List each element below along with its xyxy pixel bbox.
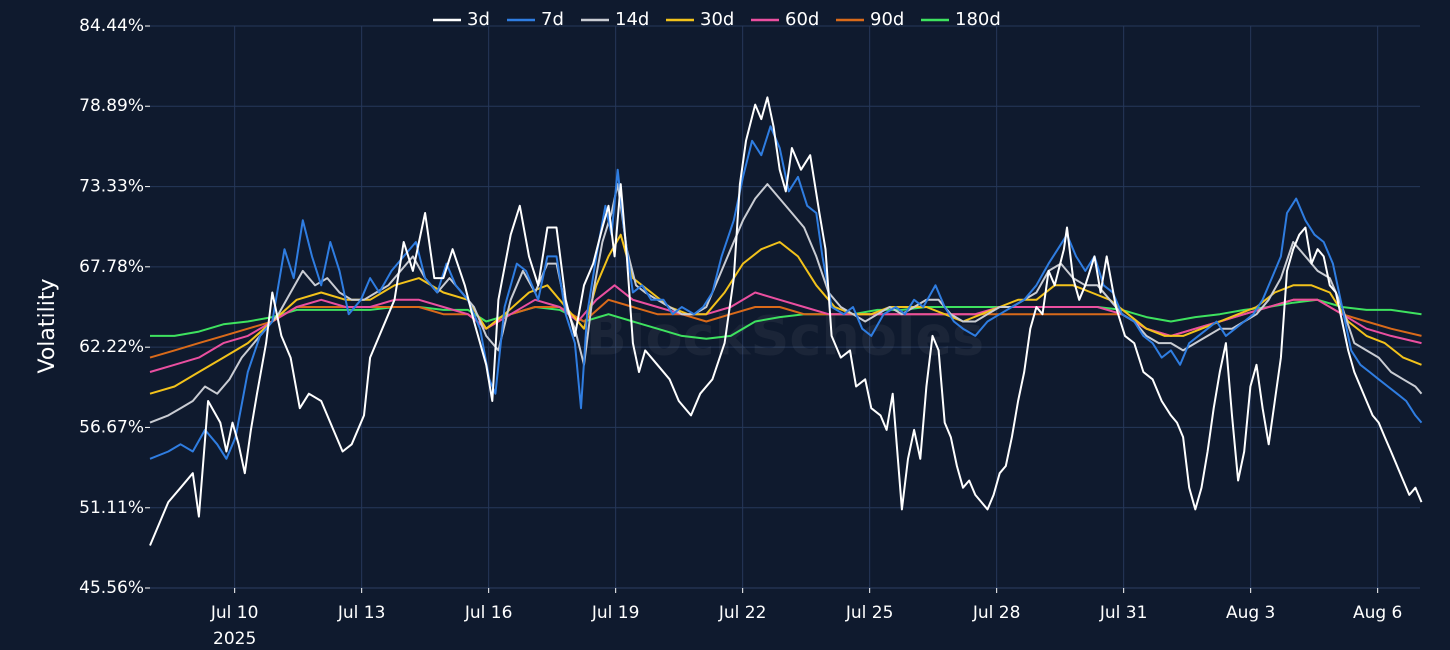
series-line-14d [149, 183, 1423, 424]
series-lines [149, 96, 1423, 546]
x-tick-label: Jul 16 [464, 603, 513, 623]
legend-label: 3d [467, 9, 490, 30]
y-axis-ticks: 45.56% 51.11% 56.67% 62.22% 67.78% 73.33% 78.8… [79, 16, 150, 598]
legend: 3d 7d 14d 30d 60d 90d 180d [433, 9, 1001, 30]
legend-label: 14d [615, 9, 649, 30]
legend-label: 30d [700, 9, 734, 30]
x-tick-label: Jul 28 [972, 603, 1021, 623]
series-line-30d [149, 233, 1422, 395]
x-tick-label: Jul 31 [1099, 603, 1148, 623]
x-axis-ticks: Jul 10 2025 Jul 13 Jul 16 Jul 19 Jul 22 Jul 25… [210, 588, 1402, 649]
x-tick-label: Aug 3 [1226, 603, 1275, 623]
legend-item-30d: 30d [666, 9, 734, 30]
y-tick-label: 78.89% [79, 96, 144, 116]
y-tick-label: 51.11% [79, 498, 144, 518]
legend-label: 90d [870, 9, 904, 30]
y-tick-label: 62.22% [79, 337, 144, 357]
y-axis-label: Volatility [35, 278, 60, 373]
series-line-7d [149, 125, 1423, 460]
legend-item-180d: 180d [921, 9, 1001, 30]
series-line-180d [150, 298, 1422, 340]
legend-item-14d: 14d [581, 9, 649, 30]
y-tick-label: 67.78% [79, 257, 144, 277]
x-tick-sublabel: 2025 [213, 629, 256, 649]
legend-label: 7d [541, 9, 564, 30]
series-line-3d [149, 96, 1423, 546]
legend-label: 60d [785, 9, 819, 30]
x-tick-label: Jul 19 [591, 603, 640, 623]
y-tick-label: 73.33% [79, 177, 144, 197]
x-tick-label: Jul 22 [718, 603, 767, 623]
x-tick-label: Jul 13 [337, 603, 386, 623]
series-line-60d [149, 284, 1422, 373]
x-tick-label: Aug 6 [1353, 603, 1402, 623]
y-tick-label: 45.56% [79, 578, 144, 598]
legend-item-3d: 3d [433, 9, 490, 30]
legend-item-7d: 7d [507, 9, 564, 30]
legend-item-60d: 60d [751, 9, 819, 30]
x-tick-label: Jul 25 [845, 603, 894, 623]
y-tick-label: 56.67% [79, 417, 144, 437]
y-tick-label: 84.44% [79, 16, 144, 36]
legend-item-90d: 90d [836, 9, 904, 30]
x-tick-label: Jul 10 [210, 603, 259, 623]
legend-label: 180d [955, 9, 1001, 30]
